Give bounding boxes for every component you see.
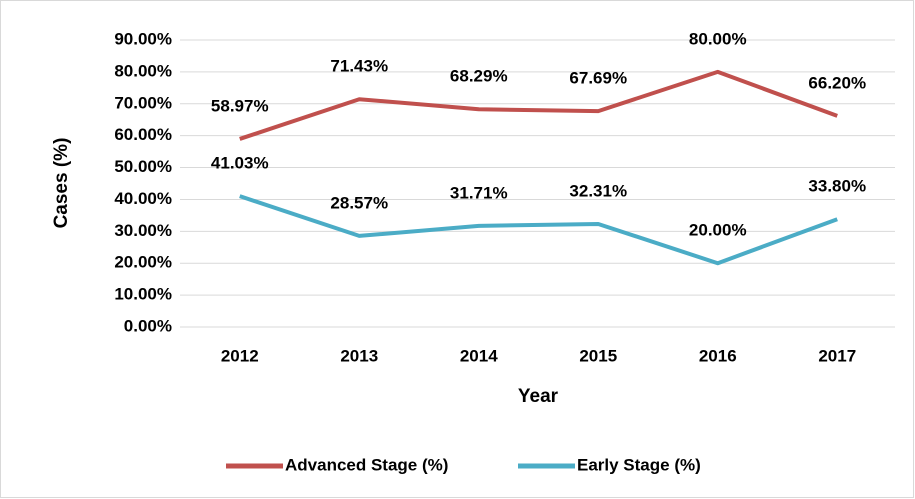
data-label: 58.97% bbox=[211, 96, 269, 115]
data-label: 80.00% bbox=[689, 29, 747, 48]
legend-label: Advanced Stage (%) bbox=[285, 455, 448, 474]
y-tick-label: 20.00% bbox=[114, 253, 172, 272]
y-tick-label: 40.00% bbox=[114, 189, 172, 208]
y-tick-label: 60.00% bbox=[114, 125, 172, 144]
y-tick-label: 30.00% bbox=[114, 221, 172, 240]
data-label: 32.31% bbox=[569, 181, 627, 200]
x-tick-label: 2014 bbox=[460, 346, 498, 365]
y-axis-label: Cases (%) bbox=[51, 138, 72, 229]
y-tick-label: 10.00% bbox=[114, 285, 172, 304]
data-label: 28.57% bbox=[330, 193, 388, 212]
x-tick-label: 2013 bbox=[340, 346, 378, 365]
y-tick-label: 80.00% bbox=[114, 61, 172, 80]
data-label: 31.71% bbox=[450, 183, 508, 202]
x-tick-label: 2017 bbox=[818, 346, 856, 365]
x-tick-label: 2015 bbox=[579, 346, 617, 365]
data-label: 67.69% bbox=[569, 69, 627, 88]
data-label: 41.03% bbox=[211, 154, 269, 173]
data-label: 68.29% bbox=[450, 67, 508, 86]
data-label: 33.80% bbox=[808, 177, 866, 196]
y-tick-label: 90.00% bbox=[114, 29, 172, 48]
x-tick-label: 2016 bbox=[699, 346, 737, 365]
data-label: 66.20% bbox=[808, 73, 866, 92]
legend-label: Early Stage (%) bbox=[577, 455, 701, 474]
y-tick-label: 0.00% bbox=[124, 316, 172, 335]
data-label: 71.43% bbox=[330, 57, 388, 76]
x-tick-label: 2012 bbox=[221, 346, 259, 365]
line-series bbox=[239, 194, 838, 266]
y-tick-label: 70.00% bbox=[114, 93, 172, 112]
line-series bbox=[239, 69, 838, 141]
y-tick-label: 50.00% bbox=[114, 157, 172, 176]
x-axis-label: Year bbox=[518, 386, 559, 407]
data-label: 20.00% bbox=[689, 221, 747, 240]
